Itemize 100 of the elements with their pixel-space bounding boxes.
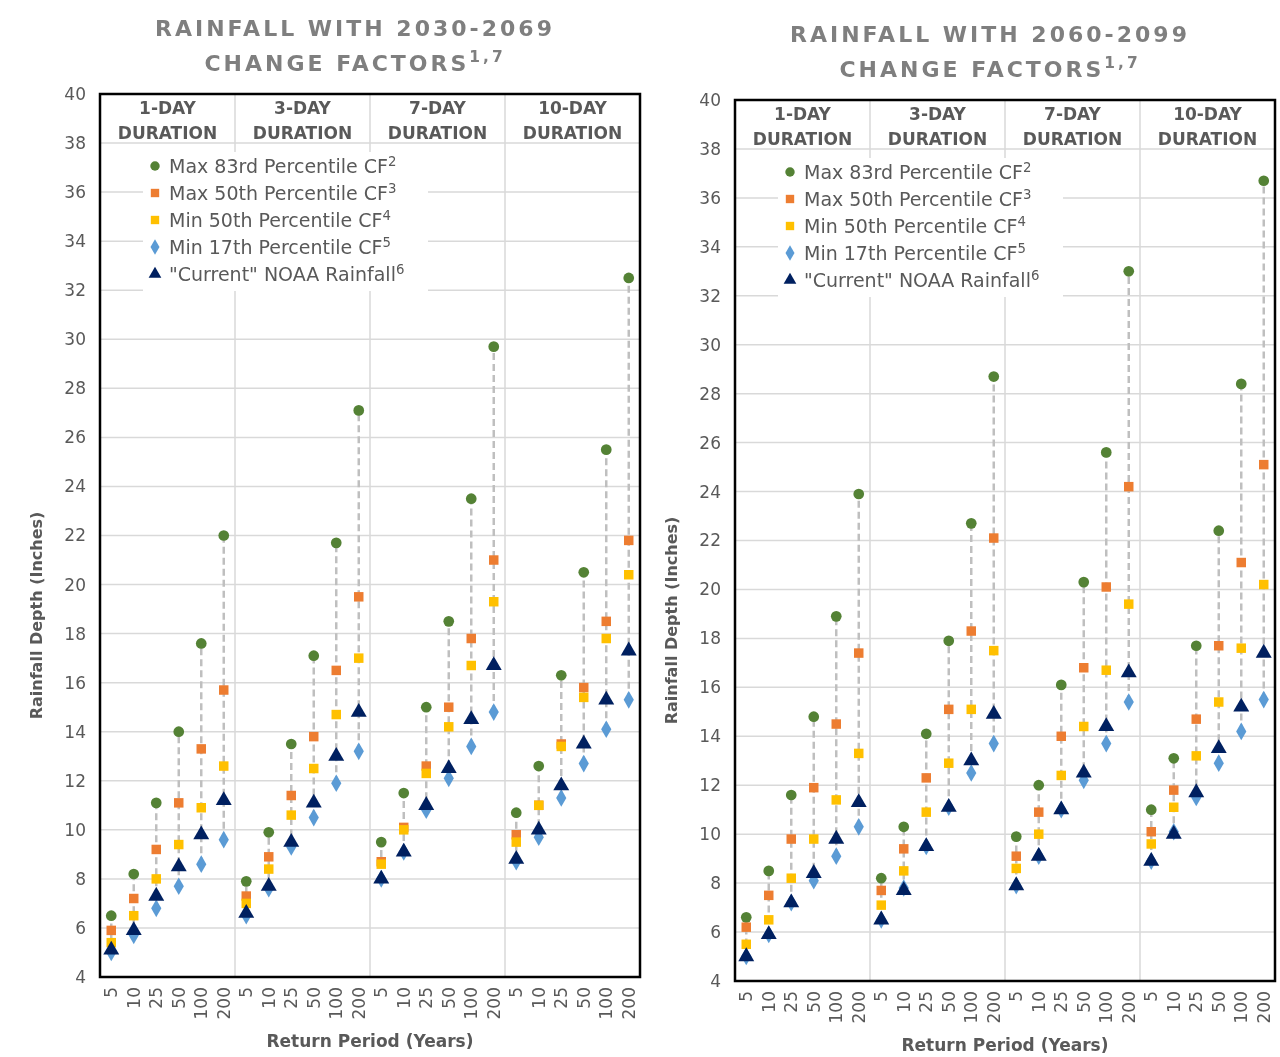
y-tick-label: 20 <box>64 574 86 595</box>
legend-label: Min 50th Percentile CF$^{4}$ <box>804 213 1026 237</box>
point <box>965 518 977 529</box>
x-tick-label: 25 <box>1051 991 1072 1013</box>
x-tick-label: 5 <box>101 987 122 998</box>
x-tick-label: 25 <box>551 987 572 1009</box>
legend-label: "Current" NOAA Rainfall$^{6}$ <box>169 261 405 285</box>
annotation: 10-DAY DURATION <box>1157 104 1258 149</box>
x-tick-label: 50 <box>573 987 594 1009</box>
point <box>444 702 454 712</box>
x-tick-label: 100 <box>826 991 847 1024</box>
point <box>741 922 751 932</box>
legend-label: Min 17th Percentile CF$^{5}$ <box>804 240 1026 264</box>
x-tick-label: 10 <box>758 991 779 1013</box>
y-tick-label: 40 <box>699 89 721 110</box>
x-tick-label: 100 <box>596 987 617 1020</box>
point <box>760 925 777 940</box>
point <box>989 533 999 543</box>
point <box>1124 599 1134 609</box>
y-tick-label: 12 <box>699 775 721 796</box>
point <box>219 685 229 695</box>
y-tick-label: 4 <box>710 970 721 991</box>
point <box>219 761 229 771</box>
point <box>195 638 207 649</box>
point <box>1101 582 1111 592</box>
y-tick-label: 22 <box>699 530 721 551</box>
point <box>785 789 797 801</box>
y-tick-label: 20 <box>699 579 721 600</box>
y-tick-label: 10 <box>64 819 86 840</box>
point <box>740 912 752 923</box>
point <box>1213 525 1225 537</box>
point <box>1100 447 1112 458</box>
point <box>899 844 909 854</box>
y-axis-title: Rainfall Depth (Inches) <box>662 516 681 725</box>
x-tick-label: 100 <box>961 991 982 1024</box>
point <box>1188 783 1205 798</box>
point <box>1146 826 1156 837</box>
point <box>489 596 499 607</box>
point <box>623 272 635 284</box>
x-tick-label: 200 <box>983 991 1004 1024</box>
point <box>786 873 796 883</box>
point <box>308 650 320 662</box>
x-tick-label: 200 <box>848 991 869 1024</box>
chart-title: RAINFALL WITH 2030-2069 CHANGE FACTORS$^{1,7}$ <box>155 16 555 76</box>
point <box>1033 779 1045 791</box>
point <box>444 722 454 732</box>
y-tick-label: 38 <box>699 138 721 159</box>
point <box>763 865 775 877</box>
point <box>831 795 841 805</box>
y-tick-label: 32 <box>64 280 86 301</box>
point <box>1236 643 1246 653</box>
point <box>151 844 161 855</box>
point <box>196 803 206 813</box>
y-tick-label: 26 <box>699 432 721 453</box>
y-axis-title: Rainfall Depth (Inches) <box>27 511 46 720</box>
y-tick-label: 12 <box>64 770 86 791</box>
x-tick-label: 50 <box>303 987 324 1009</box>
point <box>510 807 522 819</box>
point <box>1078 576 1090 588</box>
x-tick-label: 100 <box>461 987 482 1020</box>
x-tick-label: 5 <box>1006 991 1027 1002</box>
point <box>1079 663 1089 673</box>
point <box>1056 731 1066 742</box>
x-tick-label: 200 <box>1118 991 1139 1024</box>
y-tick-label: 16 <box>64 672 86 693</box>
point <box>466 633 476 644</box>
point <box>989 645 999 656</box>
y-tick-label: 8 <box>75 868 86 889</box>
point <box>488 341 500 352</box>
point <box>196 744 206 754</box>
x-tick-label: 5 <box>236 987 257 998</box>
point <box>898 821 910 833</box>
point <box>1191 751 1201 761</box>
point <box>106 925 116 936</box>
point <box>286 790 296 801</box>
point <box>1168 752 1180 764</box>
y-tick-label: 26 <box>64 427 86 448</box>
x-tick-label: 50 <box>438 987 459 1009</box>
point <box>174 798 184 808</box>
point <box>854 748 864 759</box>
point <box>854 648 864 658</box>
point <box>783 893 800 908</box>
point <box>1146 839 1156 849</box>
y-tick-label: 36 <box>699 187 721 208</box>
x-tick-label: 10 <box>1028 991 1049 1013</box>
point <box>128 868 140 880</box>
y-tick-label: 28 <box>699 383 721 404</box>
point <box>466 660 476 671</box>
y-tick-label: 14 <box>64 721 86 742</box>
point <box>1210 739 1227 754</box>
annotation: 3-DAY DURATION <box>252 98 353 143</box>
point <box>443 616 455 627</box>
point <box>240 876 252 887</box>
point <box>511 837 521 847</box>
point <box>1258 175 1270 187</box>
point <box>830 611 842 622</box>
x-tick-label: 100 <box>326 987 347 1020</box>
x-tick-label: 50 <box>938 991 959 1013</box>
y-tick-label: 24 <box>64 476 86 497</box>
x-tick-label: 50 <box>803 991 824 1013</box>
